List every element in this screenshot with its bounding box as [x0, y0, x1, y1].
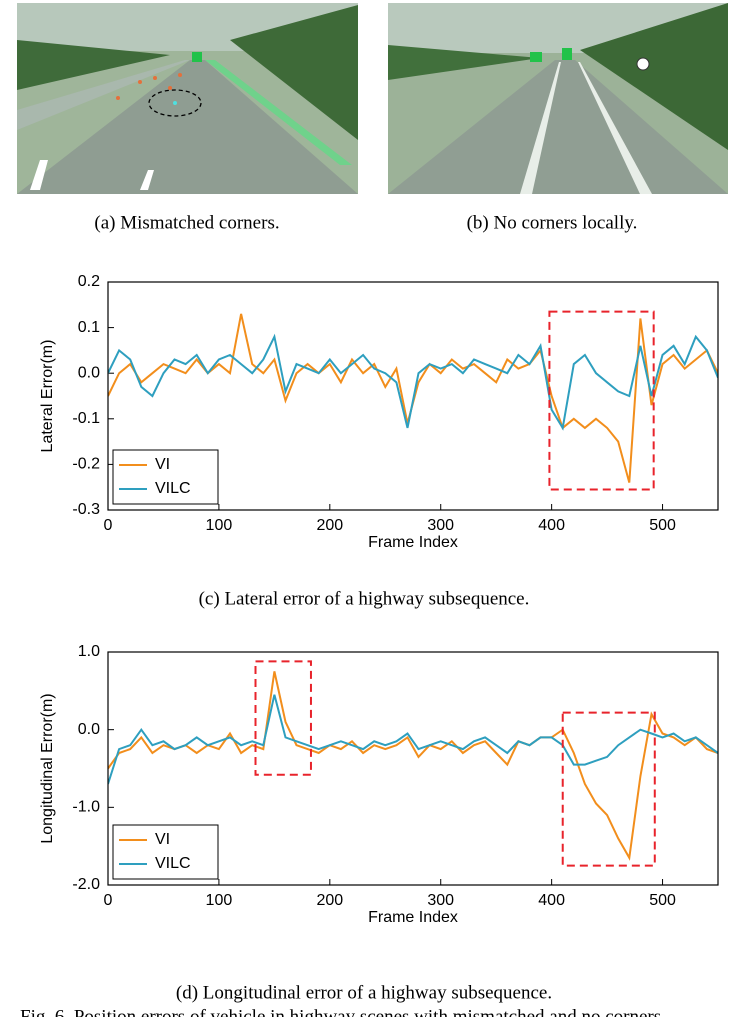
- x-tick-label: 500: [649, 892, 676, 909]
- y-tick-label: 0.2: [78, 273, 100, 290]
- subfigure-caption: (a) Mismatched corners.: [94, 212, 279, 233]
- data-line: [108, 333, 718, 431]
- legend-label: VILC: [155, 480, 191, 497]
- plot: [108, 313, 718, 483]
- y-tick-label: -0.1: [72, 410, 100, 427]
- x-tick-label: 400: [538, 517, 565, 534]
- chart-caption: (d) Longitudinal error of a highway subs…: [176, 982, 552, 1003]
- x-tick-label: 200: [316, 517, 343, 534]
- legend-label: VI: [155, 456, 170, 473]
- x-axis-label: Frame Index: [368, 909, 458, 926]
- legend-box: [112, 449, 219, 505]
- photo-b: [388, 3, 728, 194]
- highlight-box: [561, 711, 656, 867]
- plot-frame: [107, 651, 719, 886]
- y-tick-label: -0.3: [72, 501, 100, 518]
- data-line: [108, 694, 718, 785]
- y-axis-label: Longitudinal Error(m): [39, 693, 56, 843]
- x-tick-label: 100: [206, 892, 233, 909]
- subfigure-caption: (b) No corners locally.: [467, 212, 638, 233]
- legend-label: VILC: [155, 855, 191, 872]
- x-tick-label: 200: [316, 892, 343, 909]
- y-axis-label: Lateral Error(m): [39, 340, 56, 453]
- x-axis-label: Frame Index: [368, 534, 458, 551]
- x-tick-label: 400: [538, 892, 565, 909]
- data-line: [108, 671, 718, 861]
- figure-caption: Fig. 6. Position errors of vehicle in hi…: [20, 1006, 666, 1017]
- y-tick-label: 0.0: [78, 721, 100, 738]
- highlight-box: [254, 660, 312, 776]
- x-tick-label: 0: [104, 892, 113, 909]
- plot: [108, 671, 718, 861]
- photo-a: [17, 3, 358, 194]
- legend-label: VI: [155, 831, 170, 848]
- y-tick-label: 1.0: [78, 643, 100, 660]
- x-tick-label: 0: [104, 517, 113, 534]
- y-tick-label: 0.0: [78, 364, 100, 381]
- x-tick-label: 300: [427, 517, 454, 534]
- legend-box: [112, 824, 219, 880]
- y-tick-label: -2.0: [72, 876, 100, 893]
- y-tick-label: -1.0: [72, 799, 100, 816]
- x-tick-label: 300: [427, 892, 454, 909]
- chart-caption: (c) Lateral error of a highway subsequen…: [199, 588, 530, 609]
- y-tick-label: 0.1: [78, 319, 100, 336]
- x-tick-label: 500: [649, 517, 676, 534]
- highlight-box: [548, 310, 655, 491]
- y-tick-label: -0.2: [72, 456, 100, 473]
- x-tick-label: 100: [206, 517, 233, 534]
- plot-frame: [107, 281, 719, 511]
